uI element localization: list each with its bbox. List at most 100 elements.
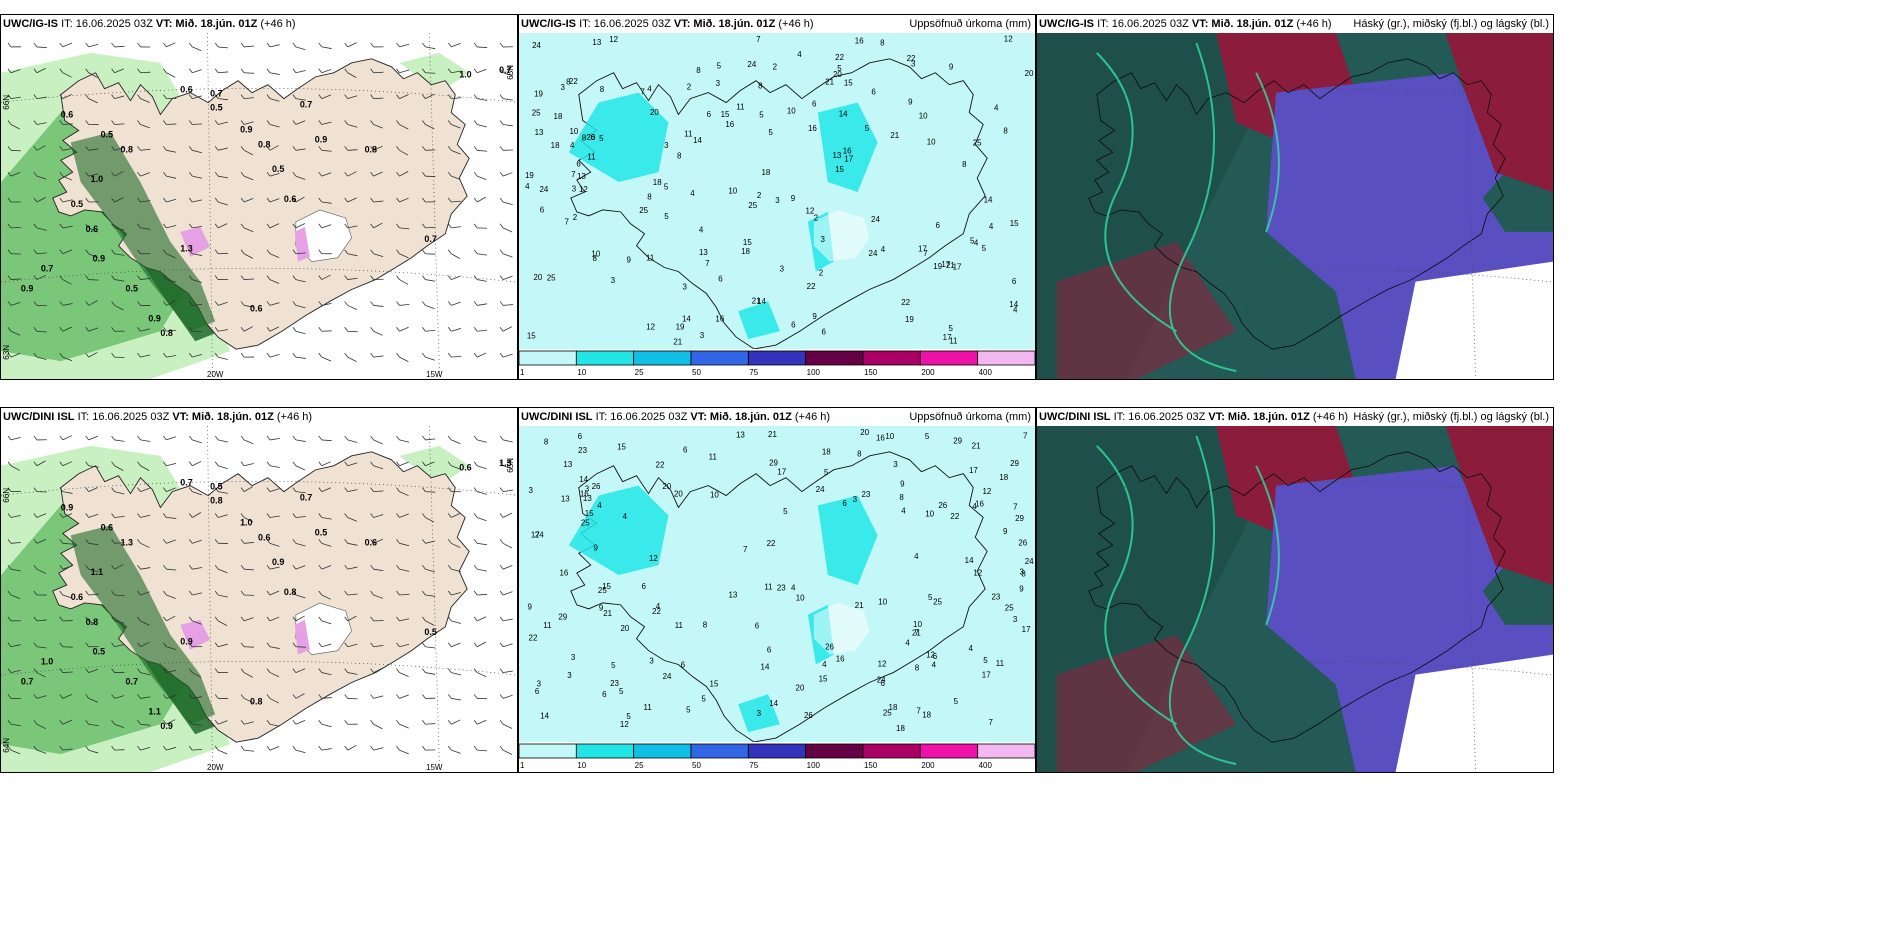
accum-value-label: 5 [664, 212, 669, 221]
accum-value-label: 22 [807, 282, 816, 291]
accum-value-label: 14 [965, 556, 974, 565]
colorbar-swatch [862, 350, 921, 366]
precip-value-label: 0.8 [86, 617, 98, 627]
accum-value-label: 12 [646, 322, 655, 331]
accum-value-label: 11 [736, 102, 745, 111]
accum-value-label: 4 [623, 512, 628, 521]
accum-value-label: 21 [972, 441, 981, 450]
precip-value-label: 0.5 [210, 482, 222, 492]
accum-value-label: 4 [994, 104, 999, 113]
accum-value-label: 19 [905, 315, 914, 324]
accum-value-label: 8 [880, 38, 885, 47]
precip-value-label: 0.5 [126, 284, 138, 294]
accum-value-label: 23 [861, 490, 870, 499]
colorbar-swatch [747, 743, 807, 759]
accum-value-label: 5 [611, 661, 616, 670]
cloud-contour [1255, 72, 1280, 233]
accum-value-label: 8 [544, 438, 549, 447]
colorbar-swatch [977, 350, 1035, 366]
accum-value-label: 25 [547, 273, 556, 282]
cloud-cover-map[interactable] [1037, 426, 1553, 772]
accum-value-label: 3 [682, 282, 687, 291]
accum-value-label: 6 [842, 499, 847, 508]
accum-value-label: 3 [567, 671, 572, 680]
accum-value-label: 3 [537, 680, 542, 689]
accum-value-label: 14 [693, 136, 702, 145]
accum-value-label: 2 [773, 62, 778, 71]
accum-value-label: 11 [764, 583, 773, 592]
panel-title: UWC/IG-IS IT: 16.06.2025 03Z VT: Mið. 18… [1, 15, 517, 33]
precip-value-label: 0.5 [272, 164, 284, 174]
accum-value-label: 20 [650, 108, 659, 117]
precip-10-25-area [568, 485, 669, 576]
accum-value-label: 4 [969, 644, 974, 653]
coastline [570, 451, 988, 742]
accum-value-label: 3 [853, 495, 858, 504]
cloud-cover-map[interactable] [1037, 33, 1553, 379]
accum-value-label: 24 [663, 672, 672, 681]
precip-10-25-area [568, 92, 669, 183]
accum-value-label: 18 [922, 710, 931, 719]
colorbar-tick-label: 10 [577, 368, 586, 377]
precip-10-25-area [738, 694, 780, 733]
accum-value-label: 8 [857, 450, 862, 459]
precip-value-label: 0.8 [250, 696, 262, 706]
precip-value-label: 0.8 [284, 587, 296, 597]
accum-value-label: 16 [876, 433, 885, 442]
clear-sky-area [1395, 261, 1553, 379]
accum-precip-map[interactable]: 5 4 6 7 3 8 9 10 12 11 13 15 17 16 21 23 26 18 20 22 24 25 29 1… [519, 426, 1035, 742]
accum-value-label: 12 [609, 35, 618, 44]
accum-value-label: 24 [877, 675, 886, 684]
cloud-contour [1096, 445, 1177, 726]
coastline [1088, 58, 1506, 350]
precip-value-label: 0.7 [126, 677, 138, 687]
accum-value-label: 9 [812, 312, 817, 321]
accum-value-label: 11 [996, 659, 1005, 668]
colorbar-swatch [862, 743, 921, 759]
accum-value-label: 3 [611, 276, 616, 285]
precip-value-label: 0.7 [41, 264, 53, 274]
accum-value-label: 7 [705, 259, 710, 268]
accum-value-label: 6 [718, 274, 723, 283]
panel-right-title: Uppsöfnuð úrkoma (mm) [909, 18, 1031, 30]
accum-value-label: 4 [797, 50, 802, 59]
accum-value-label: 21 [673, 338, 682, 347]
snow-area [180, 226, 211, 257]
precip-rate-map[interactable]: 0.6 0.7 0.5 0.6 0.5 0.8 0.9 0.8 0.7 0.9 1.0 1.3 0.6 0… [1, 33, 517, 379]
colorbar-tick-label: 150 [864, 761, 878, 770]
precip-value-label: 0.5 [93, 647, 105, 657]
precip-heavy-area [70, 132, 216, 332]
accum-value-label: 10 [878, 597, 887, 606]
accum-value-label: 9 [599, 604, 604, 613]
accum-value-label: 16 [843, 147, 852, 156]
accum-value-label: 26 [804, 711, 813, 720]
accum-value-label: 16 [725, 120, 734, 129]
accum-value-label: 6 [822, 327, 827, 336]
accum-value-label: 21 [855, 601, 864, 610]
precip-rate-map[interactable]: 0.7 0.5 0.8 0.9 0.6 1.3 1.0 0.6 0.7 0.5 1.1 0.9 0.8 0… [1, 426, 517, 772]
precip-value-label: 1.3 [121, 537, 133, 547]
lon-label: 15W [426, 763, 443, 772]
accum-value-label: 7 [565, 217, 570, 226]
accum-value-label: 6 [933, 652, 938, 661]
precip-value-label: 0.5 [315, 527, 327, 537]
colorbar-swatch [977, 743, 1035, 759]
accum-value-label: 14 [757, 297, 766, 306]
accum-value-label: 4 [822, 660, 827, 669]
accum-value-label: 10 [796, 594, 805, 603]
colorbar-tick-label: 50 [692, 368, 701, 377]
precip-value-label: 1.0 [240, 517, 252, 527]
accum-precip-map[interactable]: 8 6 3 2 4 7 5 10 15 14 12 11 17 9 13 22 16 19 21 24 25 20 18 3 6… [519, 33, 1035, 349]
cloud-contour [1168, 435, 1237, 766]
colorbar-swatch [690, 743, 749, 759]
accum-value-label: 16 [808, 124, 817, 133]
precip-value-label: 0.7 [180, 478, 192, 488]
accum-value-label: 17 [953, 262, 962, 271]
accum-value-label: 22 [901, 298, 910, 307]
precip-value-label: 0.6 [180, 85, 192, 95]
accum-value-label: 3 [780, 265, 785, 274]
accum-value-label: 18 [889, 703, 898, 712]
precip-value-label: 0.6 [71, 592, 83, 602]
accum-value-label: 15 [527, 331, 536, 340]
accum-value-label: 19 [525, 171, 534, 180]
